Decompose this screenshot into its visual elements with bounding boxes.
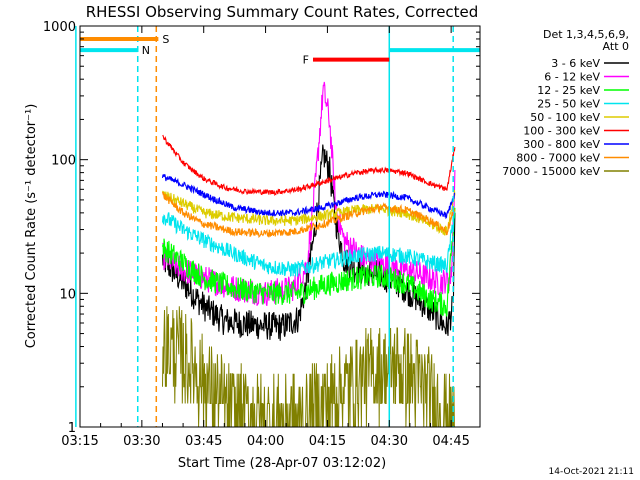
legend-header-line-2: Att 0 bbox=[603, 40, 629, 53]
legend-label-8: 7000 - 15000 keV bbox=[502, 165, 600, 178]
legend-label-7: 800 - 7000 keV bbox=[516, 152, 600, 165]
legend-label-0: 3 - 6 keV bbox=[551, 57, 600, 70]
x-tick-label-1: 03:30 bbox=[123, 434, 160, 449]
plot-frame bbox=[79, 25, 481, 428]
interval-label-n-1: N bbox=[142, 44, 150, 57]
x-axis-label: Start Time (28-Apr-07 03:12:02) bbox=[178, 456, 386, 471]
plot-area: SN F bbox=[75, 26, 480, 428]
series-line-3 bbox=[161, 211, 456, 277]
y-axis-label: Corrected Count Rate (s⁻¹ detector⁻¹) bbox=[24, 104, 39, 349]
x-tick-label-0: 03:15 bbox=[61, 434, 98, 449]
legend-label-4: 50 - 100 keV bbox=[530, 111, 600, 124]
legend-label-1: 6 - 12 keV bbox=[544, 71, 600, 84]
x-tick-label-2: 03:45 bbox=[185, 434, 222, 449]
axes: 03:15 03:30 03:45 04:00 04:15 04:30 04:45 1 10 10… bbox=[43, 20, 480, 449]
series-line-1 bbox=[162, 81, 456, 307]
chart-title: RHESSI Observing Summary Count Rates, Co… bbox=[86, 3, 479, 21]
legend-header-line-1: Det 1,3,4,5,6,9, bbox=[543, 28, 629, 41]
x-tick-label-5: 04:30 bbox=[371, 434, 408, 449]
series-line-7 bbox=[162, 134, 456, 197]
y-tick-label-0: 1 bbox=[68, 421, 76, 436]
x-tick-label-4: 04:15 bbox=[309, 434, 346, 449]
y-tick-label-2: 100 bbox=[51, 154, 76, 169]
series-line-2 bbox=[161, 207, 456, 317]
series-line-5 bbox=[161, 174, 456, 220]
legend-label-3: 25 - 50 keV bbox=[537, 98, 600, 111]
series-line-4 bbox=[162, 190, 456, 236]
legend-label-6: 300 - 800 keV bbox=[523, 138, 600, 151]
legend-label-2: 12 - 25 keV bbox=[537, 84, 600, 97]
y-tick-label-3: 1000 bbox=[43, 20, 76, 35]
legend-label-5: 100 - 300 keV bbox=[523, 125, 600, 138]
interval-label-s-0: S bbox=[162, 33, 169, 46]
x-tick-label-3: 04:00 bbox=[247, 434, 284, 449]
interval-label-f-3: F bbox=[303, 54, 309, 67]
series-line-6 bbox=[161, 191, 456, 239]
plot-date-stamp: 14-Oct-2021 21:11 bbox=[549, 467, 634, 477]
x-tick-label-6: 04:45 bbox=[432, 434, 469, 449]
y-tick-label-1: 10 bbox=[59, 287, 76, 302]
